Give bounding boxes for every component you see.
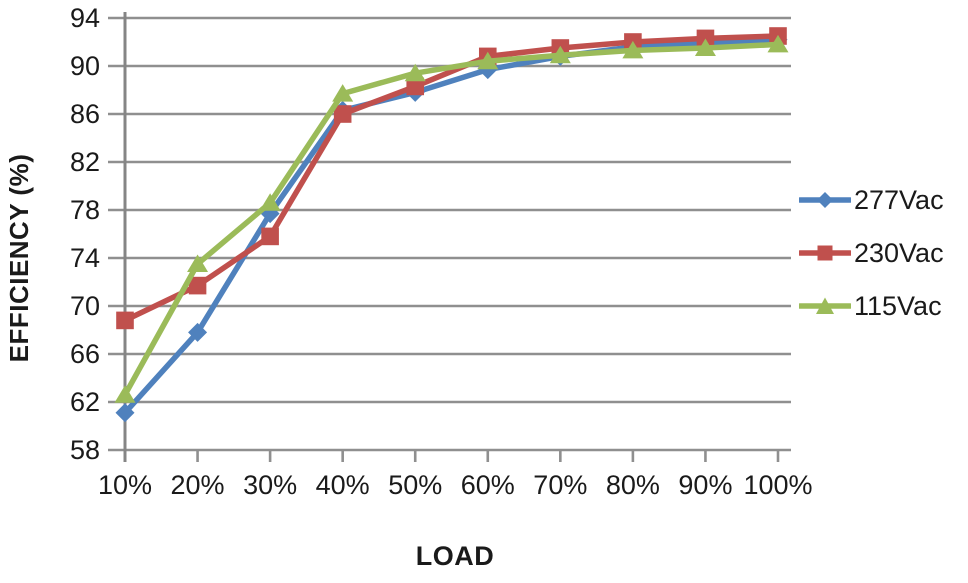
series-line-277Vac: [122, 36, 781, 416]
series-marker-230Vac-10%: [116, 311, 134, 330]
legend-triangle-marker-icon: [799, 297, 851, 314]
series-marker-115Vac-10%: [114, 385, 136, 403]
y-tick-label-90: 90: [69, 51, 100, 81]
series-marker-115Vac-70%: [549, 45, 571, 64]
legend-diamond-marker-icon: [799, 192, 851, 208]
legend: 277Vac 230Vac 115Vac: [799, 186, 944, 320]
series-marker-115Vac-20%: [187, 254, 209, 272]
x-tick-label-60%: 60%: [460, 470, 515, 500]
y-tick-label-70: 70: [69, 291, 100, 321]
series-marker-277Vac-20%: [188, 322, 208, 342]
series-marker-115Vac-100%: [767, 34, 789, 53]
y-tick-label-74: 74: [69, 243, 100, 273]
y-tick-label-58: 58: [69, 435, 100, 465]
series-marker-115Vac-90%: [694, 38, 716, 56]
series-marker-230Vac-50%: [406, 77, 425, 96]
series-line-230Vac: [122, 33, 781, 324]
legend-item-277Vac: 277Vac: [799, 186, 944, 214]
series-marker-230Vac-30%: [261, 227, 279, 246]
series-marker-115Vac-50%: [404, 63, 426, 82]
y-tick-label-78: 78: [69, 195, 100, 225]
x-tick-label-80%: 80%: [605, 470, 660, 500]
x-tick-label-70%: 70%: [533, 470, 588, 500]
legend-label-277Vac: 277Vac: [854, 185, 944, 215]
legend-label-230Vac: 230Vac: [854, 238, 944, 268]
series-line-115Vac: [122, 41, 781, 398]
series-marker-230Vac-20%: [188, 276, 207, 295]
legend-item-230Vac: 230Vac: [799, 239, 944, 267]
series-marker-115Vac-60%: [477, 51, 499, 70]
series-marker-115Vac-30%: [259, 193, 281, 211]
x-tick-label-30%: 30%: [243, 470, 298, 500]
x-tick-label-10%: 10%: [97, 470, 153, 500]
series-marker-115Vac-80%: [622, 40, 644, 59]
x-tick-label-90%: 90%: [678, 470, 733, 500]
y-tick-label-94: 94: [69, 3, 100, 33]
legend-item-115Vac: 115Vac: [799, 292, 944, 320]
y-tick-label-86: 86: [69, 99, 100, 129]
x-tick-label-20%: 20%: [170, 470, 225, 500]
legend-square-marker-icon: [799, 245, 851, 261]
x-tick-label-100%: 100%: [743, 470, 813, 500]
y-tick-label-82: 82: [69, 147, 100, 177]
series-marker-230Vac-90%: [696, 29, 715, 48]
series-marker-230Vac-40%: [333, 105, 352, 123]
x-tick-label-40%: 40%: [315, 470, 370, 500]
x-tick-label-50%: 50%: [388, 470, 443, 500]
series-marker-115Vac-40%: [332, 84, 354, 102]
series-marker-277Vac-10%: [115, 403, 135, 423]
legend-label-115Vac: 115Vac: [854, 291, 942, 321]
x-axis-title: LOAD: [415, 541, 495, 571]
y-tick-label-62: 62: [69, 387, 100, 417]
y-tick-label-66: 66: [69, 339, 100, 369]
